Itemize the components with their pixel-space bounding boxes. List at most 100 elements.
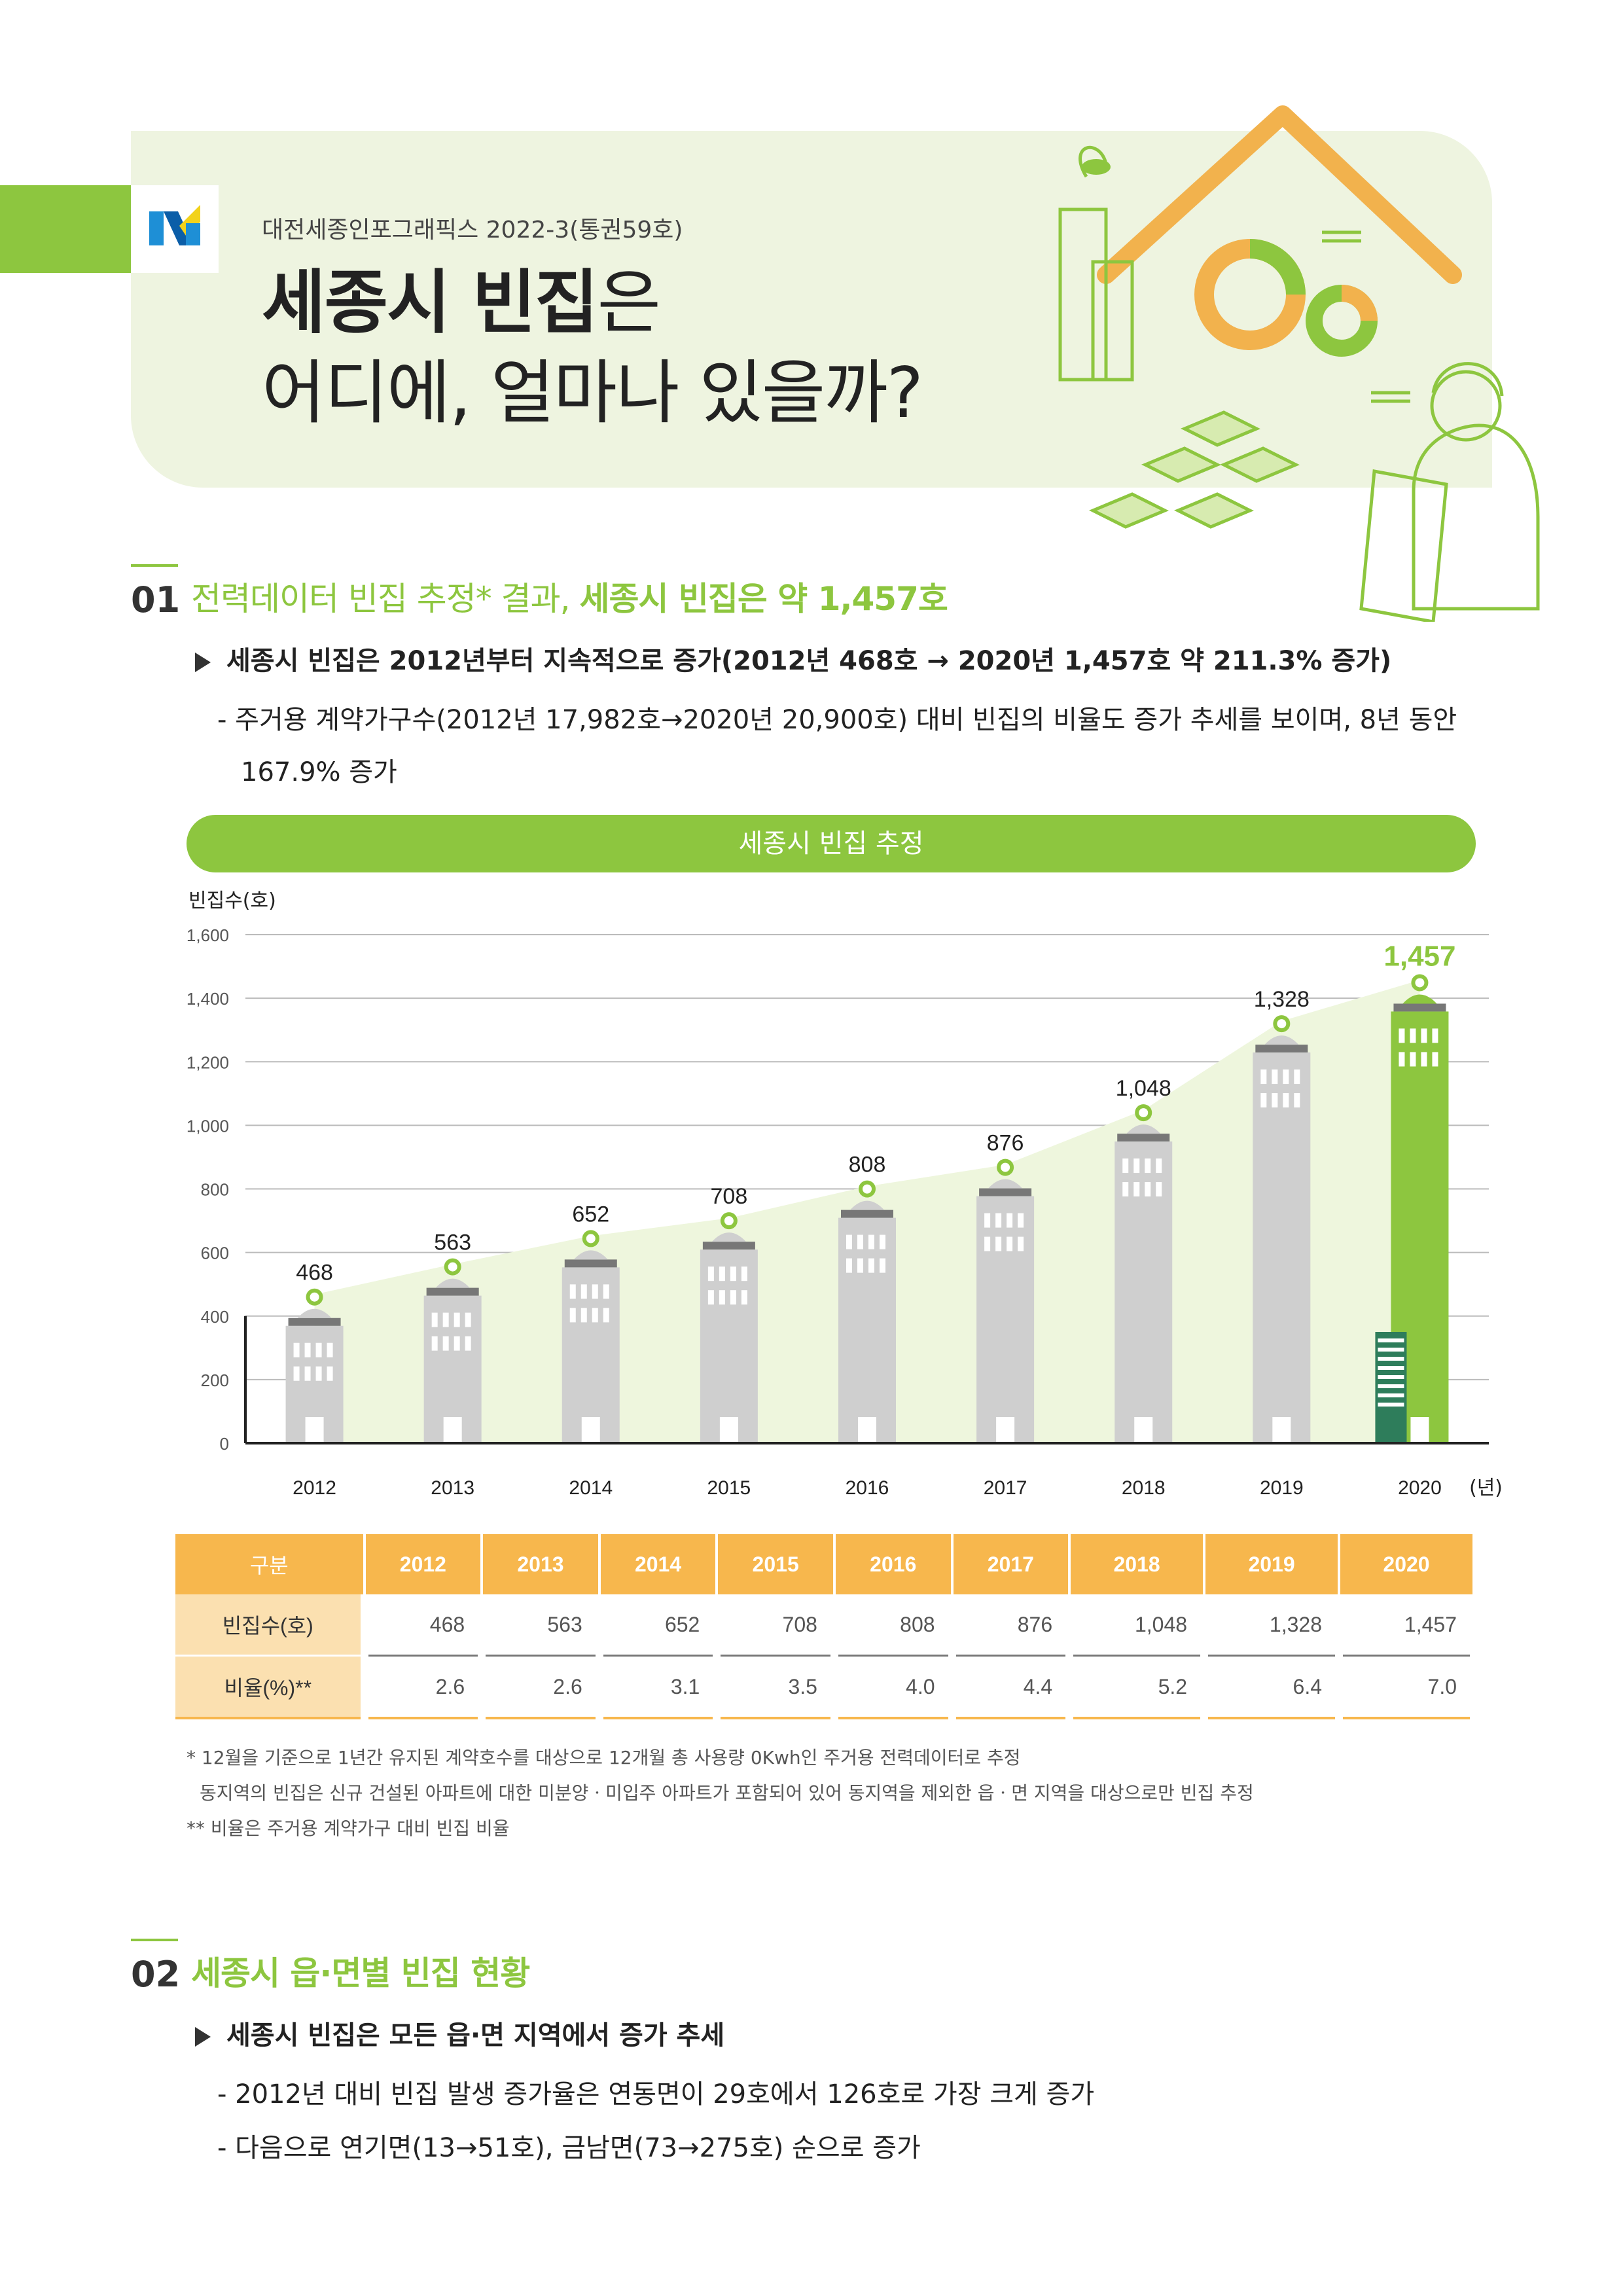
bar-roof <box>426 1287 479 1296</box>
bar-window <box>569 1308 576 1323</box>
table-cell: 3.5 <box>717 1655 838 1719</box>
bar-window <box>1294 1069 1300 1085</box>
bar-roof <box>1117 1134 1170 1142</box>
chart-bars <box>285 974 1449 1443</box>
table-cell: 4.4 <box>952 1655 1074 1719</box>
bar-roof <box>979 1188 1032 1196</box>
bar <box>700 1249 758 1443</box>
bar-window <box>1432 1028 1438 1043</box>
y-tick-label: 1,400 <box>187 989 229 1009</box>
data-label: 808 <box>849 1153 886 1177</box>
table-cell: 2.6 <box>364 1655 486 1719</box>
y-tick-label: 1,000 <box>187 1116 229 1136</box>
bar-dome <box>711 1232 746 1242</box>
bar-window <box>868 1234 874 1249</box>
bar-roof <box>288 1318 341 1326</box>
chart-labels: 0 200 400 600 800 1,000 1,200 1,400 1,600 468 2012… <box>187 925 1456 1499</box>
bar-dome <box>988 1179 1023 1189</box>
bar-chart: 0 200 400 600 800 1,000 1,200 1,400 1,600 468 2012… <box>187 889 1503 1499</box>
data-label: 563 <box>434 1230 471 1255</box>
bar-window <box>719 1266 725 1282</box>
bar-window <box>1272 1069 1278 1085</box>
bar-door <box>443 1417 462 1443</box>
bar-window <box>454 1312 460 1327</box>
bar-window <box>1399 1052 1405 1067</box>
bar-door <box>996 1417 1015 1443</box>
bar-window <box>1122 1182 1129 1197</box>
bar-window <box>880 1234 885 1249</box>
bar-door <box>719 1417 738 1443</box>
section1-bullet: 세종시 빈집은 2012년부터 지속적으로 증가(2012년 468호 → 20… <box>195 648 1391 674</box>
table-header-year: 2020 <box>1339 1534 1475 1594</box>
bar-window <box>741 1290 747 1305</box>
bar-window <box>730 1266 736 1282</box>
table-cell: 7.0 <box>1339 1655 1478 1719</box>
bar-dome <box>850 1200 884 1210</box>
logo <box>131 185 219 273</box>
y-axis-label: 빈집수(호) <box>188 889 276 912</box>
side-building-window <box>1378 1348 1404 1352</box>
table-header-row: 구분 2012 2013 2014 2015 2016 2017 2018 2019 2020 <box>175 1534 1475 1594</box>
data-label: 1,328 <box>1254 987 1310 1012</box>
title-suffix: 은 <box>597 262 662 343</box>
bar-window <box>315 1366 322 1381</box>
x-tick-label: 2019 <box>1260 1477 1304 1499</box>
table-cell: 876 <box>952 1594 1074 1657</box>
bar-marker <box>997 1158 1014 1176</box>
bar-window <box>592 1284 598 1299</box>
table-row-label: 빈집수(호) <box>175 1594 368 1657</box>
side-building-window <box>1378 1384 1404 1388</box>
bar-door <box>305 1417 324 1443</box>
bar-window <box>857 1258 863 1273</box>
bar-window <box>580 1308 587 1323</box>
bar-door <box>1410 1417 1429 1443</box>
bar-window <box>1156 1158 1162 1174</box>
y-tick-label: 200 <box>201 1371 229 1390</box>
bar-window <box>569 1284 576 1299</box>
y-tick-label: 400 <box>201 1307 229 1327</box>
section1-detail-line2: 167.9% 증가 <box>241 757 397 787</box>
page-subtitle: 어디에, 얼마나 있을까? <box>262 353 923 433</box>
bar-marker <box>1411 974 1429 992</box>
bar-window <box>880 1258 885 1273</box>
table-cell: 652 <box>599 1594 721 1657</box>
bar-window <box>465 1336 471 1351</box>
section2-title: 세종시 읍·면별 빈집 현황 <box>191 1954 530 1992</box>
title-bold: 세종시 빈집 <box>262 262 599 343</box>
page-title: 세종시 빈집은 <box>262 268 661 338</box>
bar-window <box>707 1290 714 1305</box>
bar-window <box>1272 1093 1278 1108</box>
bar-window <box>315 1342 322 1357</box>
bar-window <box>1283 1069 1289 1085</box>
bar-roof <box>1255 1045 1308 1053</box>
bar-dome <box>1126 1124 1161 1134</box>
x-tick-label: 2012 <box>293 1477 336 1499</box>
bar-window <box>442 1336 449 1351</box>
bar-window <box>995 1213 1002 1228</box>
table-header-year: 2019 <box>1204 1534 1340 1594</box>
data-label: 652 <box>572 1202 609 1227</box>
table-cell: 708 <box>717 1594 838 1657</box>
bar-window <box>1260 1069 1267 1085</box>
x-axis-unit: (년) <box>1469 1477 1503 1499</box>
bar-dome <box>1264 1035 1299 1045</box>
bar-window <box>1122 1158 1129 1174</box>
bar-window <box>1133 1158 1140 1174</box>
table-cell: 468 <box>364 1594 486 1657</box>
table-cell: 4.0 <box>834 1655 956 1719</box>
table-header-year: 2014 <box>599 1534 719 1594</box>
bar-window <box>293 1366 300 1381</box>
table-cell: 6.4 <box>1204 1655 1343 1719</box>
publication-label: 대전세종인포그래픽스 2022-3(통권59호) <box>262 217 683 243</box>
table-cell: 808 <box>834 1594 956 1657</box>
y-tick-label: 1,600 <box>187 925 229 945</box>
bar-marker <box>1273 1015 1291 1033</box>
bar-roof <box>1393 1003 1446 1012</box>
bar-window <box>304 1342 311 1357</box>
bar-roof <box>702 1242 755 1250</box>
table-row-label: 비율(%)** <box>175 1655 368 1719</box>
x-tick-label: 2014 <box>569 1477 613 1499</box>
footnote-2: 동지역의 빈집은 신규 건설된 아파트에 대한 미분양ㆍ미입주 아파트가 포함되… <box>200 1782 1254 1804</box>
bar-marker <box>306 1288 323 1306</box>
section1-number: 01 <box>131 579 181 620</box>
